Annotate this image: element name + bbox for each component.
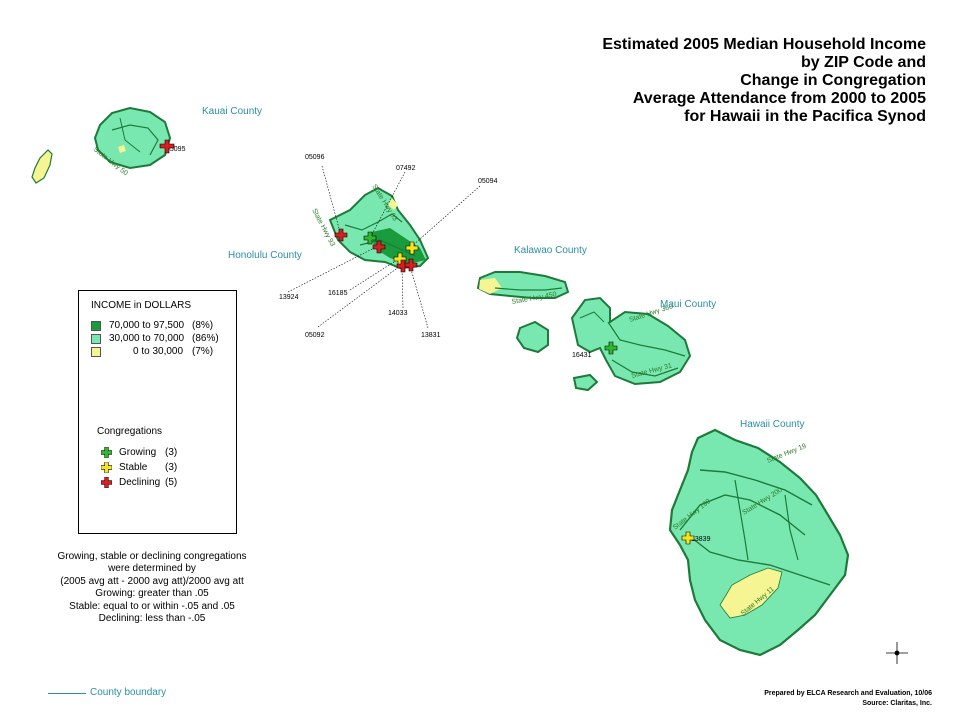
note-line: Growing, stable or declining congregatio… [57,551,247,562]
honolulu-county-label: Honolulu County [228,250,302,261]
stable-cross-icon[interactable] [681,531,695,545]
income-pct-label: (7%) [192,346,214,357]
title-line: Estimated 2005 Median Household Income [602,36,926,53]
red-cross-icon [101,477,112,488]
income-range-label: 0 to 30,000 [133,346,184,357]
methodology-note: Growing, stable or declining congregatio… [22,551,282,625]
high-income-swatch [91,321,101,331]
niihau-island [31,149,53,184]
low-income-swatch [91,347,101,357]
growing-cross-icon[interactable] [604,341,618,355]
note-line: Declining: less than -.05 [98,613,206,625]
title-line: Change in Congregation [740,72,926,89]
compass-icon [886,642,908,664]
hawaii-island [668,428,850,657]
county-boundary-label: County boundary [90,687,167,698]
declining-count: (5) [165,477,178,488]
zip-05096-label: 05096 [305,154,325,161]
maui-county-label: Maui County [660,299,717,310]
title-line: Average Attendance from 2000 to 2005 [632,90,926,107]
note-line: Growing: greater than .05 [95,588,209,600]
stable-label: Stable [119,462,148,473]
income-range-label: 30,000 to 70,000 [109,333,185,344]
zip-13924-label: 13924 [279,294,299,301]
income-pct-label: (8%) [192,320,214,331]
legend: INCOME in DOLLARS 70,000 to 97,500 (8%) … [78,290,237,534]
hwy-19-label: State Hwy 19 [766,443,807,465]
kauai-low-income-area [118,145,126,153]
zip-13839-label: 13839 [691,536,711,543]
mid-income-swatch [91,334,101,344]
lanai-island [515,320,549,354]
declining-label: Declining [119,477,161,488]
stable-cross-icon[interactable] [393,252,407,266]
growing-count: (3) [165,447,178,458]
zip-07492-label: 07492 [396,165,416,172]
growing-cross-icon[interactable] [363,231,377,245]
note-line: Stable: equal to or within -.05 and .05 [69,600,235,612]
zip-13831-label: 13831 [421,332,441,339]
yellow-cross-icon [101,462,112,473]
zip-05095-label: 05095 [166,146,186,153]
zip-leader-lines [287,165,481,329]
declining-cross-icon[interactable] [404,258,418,272]
income-pct-label: (86%) [192,333,219,344]
hawaii-low-income-area [719,567,783,619]
map-title: Estimated 2005 Median Household Income b… [526,36,926,126]
kauai-county-label: Kauai County [202,106,263,117]
kalawao-county-label: Kalawao County [514,245,587,256]
green-cross-icon [101,447,112,458]
note-line: were determined by [108,563,196,575]
growing-label: Growing [119,447,157,458]
zip-05092-label: 05092 [305,332,325,339]
title-line: for Hawaii in the Pacifica Synod [684,108,926,125]
stable-count: (3) [165,462,178,473]
zip-14033-label: 14033 [388,310,408,317]
hawaii-county-label: Hawaii County [740,419,805,430]
source-credit: Source: Claritas, Inc. [862,700,932,707]
congregation-markers [159,139,695,545]
declining-cross-icon[interactable] [372,240,386,254]
income-range-label: 70,000 to 97,500 [109,320,185,331]
legend-title: INCOME in DOLLARS [91,300,192,311]
oahu-low-income-area [388,198,398,210]
zip-16431-label: 16431 [572,352,592,359]
title-line: by ZIP Code and [800,54,926,71]
declining-cross-icon[interactable] [334,228,348,242]
declining-cross-icon[interactable] [159,139,175,154]
stable-cross-icon[interactable] [405,241,419,255]
note-line: (2005 avg att - 2000 avg att)/2000 avg a… [60,575,244,587]
county-boundary-swatch [48,693,86,694]
congregations-title: Congregations [97,426,163,437]
molokai-low-income-area [479,278,502,294]
kahoolawe-island [572,373,599,392]
prepared-by-credit: Prepared by ELCA Research and Evaluation… [764,690,932,697]
zip-05094-label: 05094 [478,178,498,185]
zip-16185-label: 16185 [328,290,348,297]
